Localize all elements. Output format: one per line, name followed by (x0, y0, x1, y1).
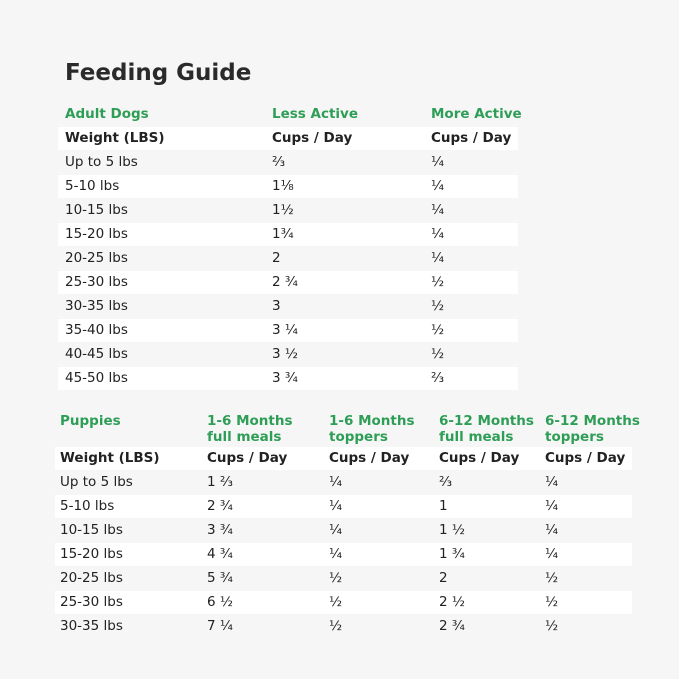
title: Feeding Guide (65, 60, 252, 86)
table-cell: 1 ⅔ (207, 474, 233, 490)
table-cell: 20-25 lbs (65, 250, 128, 266)
table-cell: 3 (272, 298, 281, 314)
table-cell: ¼ (329, 498, 343, 514)
row-background (55, 447, 632, 470)
table-cell: 2 (439, 570, 448, 586)
table-cell: Up to 5 lbs (60, 474, 133, 490)
table-cell: 1 ¾ (439, 546, 465, 562)
table-cell: ½ (545, 618, 559, 634)
table-cell: 6 ½ (207, 594, 233, 610)
table-cell: 1½ (272, 202, 294, 218)
table-cell: 5-10 lbs (65, 178, 120, 194)
table-cell: ¼ (431, 178, 445, 194)
table-cell: ½ (431, 346, 445, 362)
column-header: 1-6 Months full meals (207, 413, 293, 445)
table-cell: 5 ¾ (207, 570, 233, 586)
table-cell: ½ (545, 594, 559, 610)
column-header: Adult Dogs (65, 106, 149, 122)
column-subheader: Cups / Day (439, 450, 520, 466)
table-cell: ½ (329, 594, 343, 610)
table-cell: 15-20 lbs (60, 546, 123, 562)
table-cell: 25-30 lbs (60, 594, 123, 610)
table-cell: 10-15 lbs (65, 202, 128, 218)
column-header: Puppies (60, 413, 121, 429)
row-background (55, 591, 632, 614)
column-header: More Active (431, 106, 522, 122)
row-background (58, 367, 518, 390)
table-cell: ¼ (431, 154, 445, 170)
table-cell: ½ (431, 298, 445, 314)
column-header: 6-12 Months toppers (545, 413, 640, 445)
column-subheader: Cups / Day (545, 450, 626, 466)
column-header: 1-6 Months toppers (329, 413, 415, 445)
row-background (58, 175, 518, 198)
row-background (58, 127, 518, 150)
table-cell: 2 ¾ (439, 618, 465, 634)
table-cell: 1⅛ (272, 178, 294, 194)
table-cell: ¼ (329, 546, 343, 562)
table-cell: 20-25 lbs (60, 570, 123, 586)
row-background (58, 223, 518, 246)
row-background (58, 271, 518, 294)
table-cell: 25-30 lbs (65, 274, 128, 290)
table-cell: ¼ (431, 250, 445, 266)
table-cell: 15-20 lbs (65, 226, 128, 242)
table-cell: Up to 5 lbs (65, 154, 138, 170)
column-header: 6-12 Months full meals (439, 413, 534, 445)
table-cell: 7 ¼ (207, 618, 233, 634)
column-subheader: Weight (LBS) (60, 450, 160, 466)
table-cell: ⅔ (272, 154, 286, 170)
table-cell: 3 ½ (272, 346, 298, 362)
column-subheader: Cups / Day (329, 450, 410, 466)
table-cell: ⅔ (439, 474, 453, 490)
table-cell: ¼ (329, 474, 343, 490)
table-cell: 1¾ (272, 226, 294, 242)
table-cell: 5-10 lbs (60, 498, 115, 514)
table-cell: 4 ¾ (207, 546, 233, 562)
table-cell: ½ (431, 322, 445, 338)
table-cell: 1 (439, 498, 448, 514)
table-cell: 30-35 lbs (60, 618, 123, 634)
table-cell: 2 ¾ (207, 498, 233, 514)
table-cell: ¼ (545, 498, 559, 514)
table-cell: 30-35 lbs (65, 298, 128, 314)
table-cell: ¼ (545, 522, 559, 538)
table-cell: ¼ (431, 226, 445, 242)
table-cell: ½ (545, 570, 559, 586)
column-subheader: Cups / Day (431, 130, 512, 146)
table-cell: 3 ¾ (207, 522, 233, 538)
table-cell: ½ (431, 274, 445, 290)
table-cell: ¼ (545, 546, 559, 562)
table-cell: 35-40 lbs (65, 322, 128, 338)
table-cell: ¼ (329, 522, 343, 538)
table-cell: 3 ¾ (272, 370, 298, 386)
table-cell: 40-45 lbs (65, 346, 128, 362)
column-subheader: Cups / Day (207, 450, 288, 466)
table-cell: 1 ½ (439, 522, 465, 538)
table-cell: 45-50 lbs (65, 370, 128, 386)
table-cell: ⅔ (431, 370, 445, 386)
table-cell: 2 ½ (439, 594, 465, 610)
table-cell: 2 (272, 250, 281, 266)
table-cell: ¼ (545, 474, 559, 490)
column-subheader: Weight (LBS) (65, 130, 165, 146)
column-header: Less Active (272, 106, 359, 122)
column-subheader: Cups / Day (272, 130, 353, 146)
row-background (55, 543, 632, 566)
table-cell: 2 ¾ (272, 274, 298, 290)
table-cell: 10-15 lbs (60, 522, 123, 538)
table-cell: ¼ (431, 202, 445, 218)
table-cell: ½ (329, 618, 343, 634)
table-cell: 3 ¼ (272, 322, 298, 338)
row-background (55, 495, 632, 518)
row-background (58, 319, 518, 342)
table-cell: ½ (329, 570, 343, 586)
